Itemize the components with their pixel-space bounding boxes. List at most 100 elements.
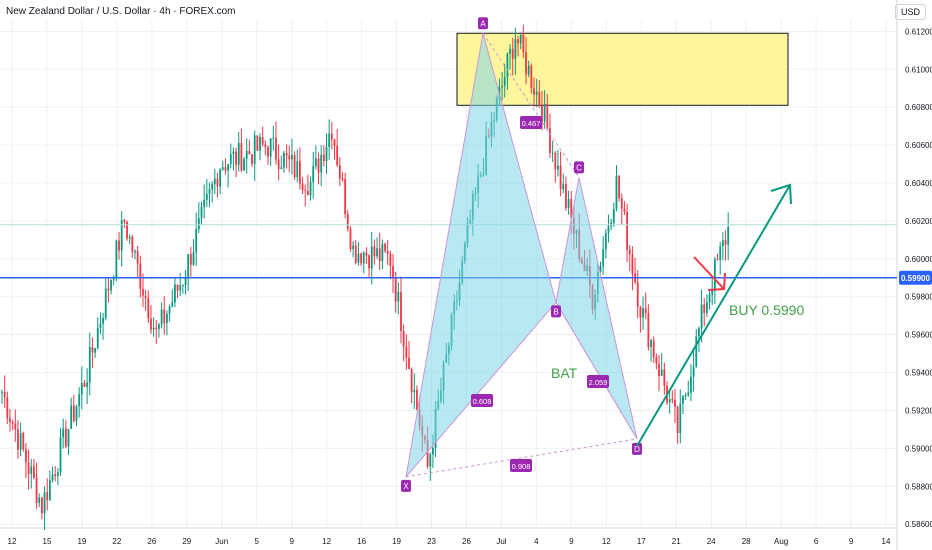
- candle-body: [376, 248, 378, 257]
- x-tick-label: 12: [602, 537, 611, 546]
- candle-body: [695, 336, 698, 367]
- candle-body: [104, 288, 107, 319]
- candle-body: [344, 178, 347, 215]
- candle-body: [253, 135, 256, 164]
- x-tick-label: 29: [182, 537, 191, 546]
- candle-body: [51, 474, 54, 481]
- y-tick-label: 0.59200: [905, 406, 932, 415]
- candle-body: [604, 233, 607, 250]
- candle-body: [46, 492, 49, 501]
- candle-body: [362, 252, 365, 264]
- candle-body: [703, 304, 706, 314]
- candle-body: [687, 392, 690, 396]
- candle-body: [719, 246, 722, 260]
- candle-body: [408, 357, 410, 370]
- candle-body: [174, 284, 176, 303]
- candle-body: [19, 433, 22, 450]
- candle-body: [647, 313, 650, 347]
- candle-body: [346, 214, 349, 229]
- candle-body: [636, 282, 639, 307]
- candle-body: [554, 152, 557, 170]
- x-tick-label: 6: [814, 537, 819, 546]
- candle-body: [365, 252, 368, 256]
- candle-body: [211, 184, 214, 190]
- candle-body: [652, 340, 655, 357]
- candle-body: [328, 133, 331, 148]
- price-line-label: 0.59900: [901, 274, 930, 283]
- candle-body: [155, 327, 158, 330]
- candle-body: [107, 288, 110, 291]
- candle-body: [166, 313, 168, 323]
- y-tick-label: 0.59600: [905, 331, 932, 340]
- candle-body: [38, 497, 41, 503]
- candle-body: [620, 198, 623, 209]
- pattern-name: BAT: [551, 365, 578, 381]
- x-tick-label: 9: [849, 537, 854, 546]
- candle-body: [3, 391, 6, 398]
- candle-body: [410, 369, 413, 393]
- candle-body: [54, 474, 57, 477]
- candle-body: [527, 65, 530, 75]
- candle-body: [213, 178, 216, 185]
- y-tick-label: 0.60800: [905, 103, 932, 112]
- candle-body: [56, 472, 59, 477]
- x-tick-label: 17: [637, 537, 646, 546]
- point-label-bg: [551, 305, 561, 318]
- candle-body: [674, 400, 676, 408]
- candle-body: [22, 433, 25, 450]
- candle-body: [221, 167, 224, 170]
- point-label-a: A: [480, 19, 486, 28]
- candle-body: [389, 253, 392, 266]
- candle-body: [660, 369, 663, 376]
- candle-body: [168, 306, 171, 314]
- candle-body: [235, 151, 237, 165]
- candle-body: [216, 178, 219, 187]
- candle-body: [256, 135, 259, 151]
- candle-body: [150, 318, 152, 330]
- candle-body: [711, 290, 714, 295]
- candle-body: [288, 155, 291, 160]
- candle-body: [392, 265, 394, 278]
- candle-body: [692, 366, 695, 377]
- candle-body: [546, 103, 549, 128]
- projection-arrow: [636, 184, 791, 447]
- candle-body: [615, 175, 618, 209]
- candle-body: [9, 418, 11, 423]
- x-tick-label: 12: [322, 537, 331, 546]
- candle-body: [197, 218, 200, 230]
- candle-body: [136, 250, 139, 264]
- candle-body: [639, 306, 642, 318]
- candle-body: [275, 137, 277, 160]
- currency-badge[interactable]: USD: [894, 4, 926, 20]
- candle-body: [48, 480, 51, 501]
- x-tick-label: 4: [534, 537, 539, 546]
- candle-body: [314, 158, 317, 166]
- candle-body: [623, 208, 626, 212]
- entry-arrow: [693, 256, 725, 290]
- y-tick-label: 0.61200: [905, 27, 932, 36]
- x-tick-label: 15: [43, 537, 52, 546]
- candle-body: [333, 139, 336, 146]
- price-line-tag: [899, 270, 932, 285]
- candle-body: [565, 184, 567, 208]
- candle-body: [299, 161, 301, 184]
- candle-body: [402, 331, 405, 347]
- candle-body: [514, 39, 517, 59]
- y-tick-label: 0.60600: [905, 141, 932, 150]
- candle-body: [349, 228, 352, 250]
- ratio-label-bg: [471, 394, 493, 407]
- ac-ratio-line: [482, 32, 580, 178]
- candle-body: [668, 399, 671, 403]
- candle-body: [519, 34, 522, 44]
- candle-body: [115, 240, 118, 278]
- chart-title: New Zealand Dollar / U.S. Dollar · 4h · …: [6, 6, 236, 17]
- candle-body: [86, 382, 89, 388]
- candle-body: [229, 154, 232, 165]
- candle-body: [429, 454, 432, 467]
- candle-body: [312, 165, 315, 182]
- candle-body: [612, 208, 615, 223]
- candle-body: [272, 137, 275, 139]
- candle-body: [296, 161, 299, 177]
- candle-body: [102, 318, 104, 324]
- candle-body: [517, 39, 519, 44]
